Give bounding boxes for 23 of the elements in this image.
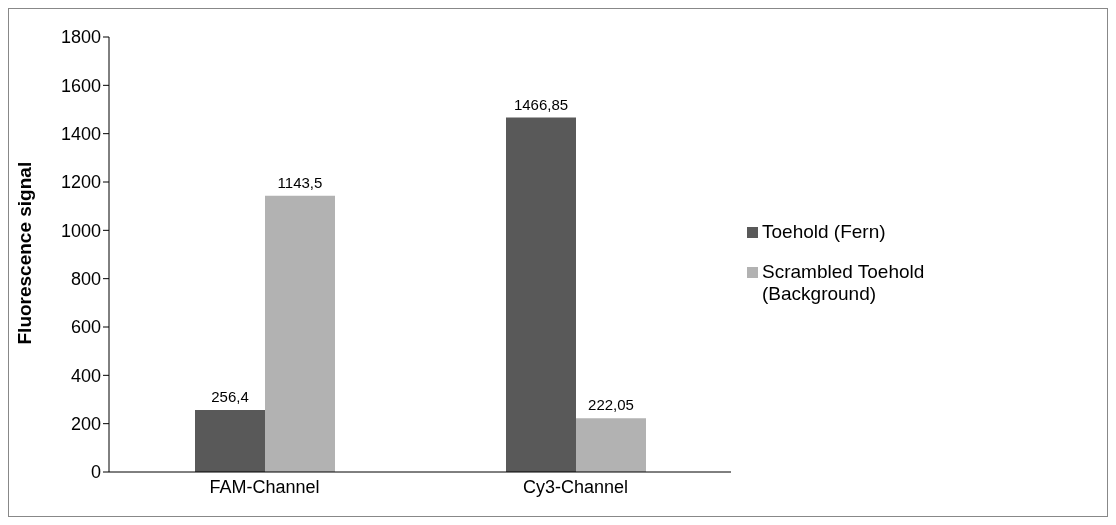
y-tick-label: 1200 <box>60 172 101 193</box>
y-tick-label: 1400 <box>60 124 101 145</box>
x-tick-label: Cy3-Channel <box>522 476 629 497</box>
x-tick-label: FAM-Channel <box>209 476 320 497</box>
y-tick-label: 400 <box>70 365 101 386</box>
bar <box>576 418 646 472</box>
data-label: 1466,85 <box>513 95 569 113</box>
y-tick-label: 1800 <box>60 27 101 48</box>
y-tick-label: 0 <box>90 462 101 483</box>
y-tick-label: 1600 <box>60 75 101 96</box>
bar <box>506 117 576 472</box>
legend-label: Scrambled Toehold (Background) <box>762 260 926 305</box>
bar <box>265 195 335 472</box>
y-tick-label: 1000 <box>60 220 101 241</box>
y-tick-label: 600 <box>70 317 101 338</box>
data-label: 256,4 <box>211 388 249 406</box>
legend-label: Toehold (Fern) <box>762 220 886 243</box>
y-tick-label: 800 <box>70 269 101 290</box>
data-label: 1143,5 <box>277 173 323 191</box>
data-label: 222,05 <box>588 396 634 414</box>
bar <box>195 410 265 472</box>
y-axis-title: Fluorescence signal <box>13 161 35 345</box>
y-tick-label: 200 <box>70 414 101 435</box>
